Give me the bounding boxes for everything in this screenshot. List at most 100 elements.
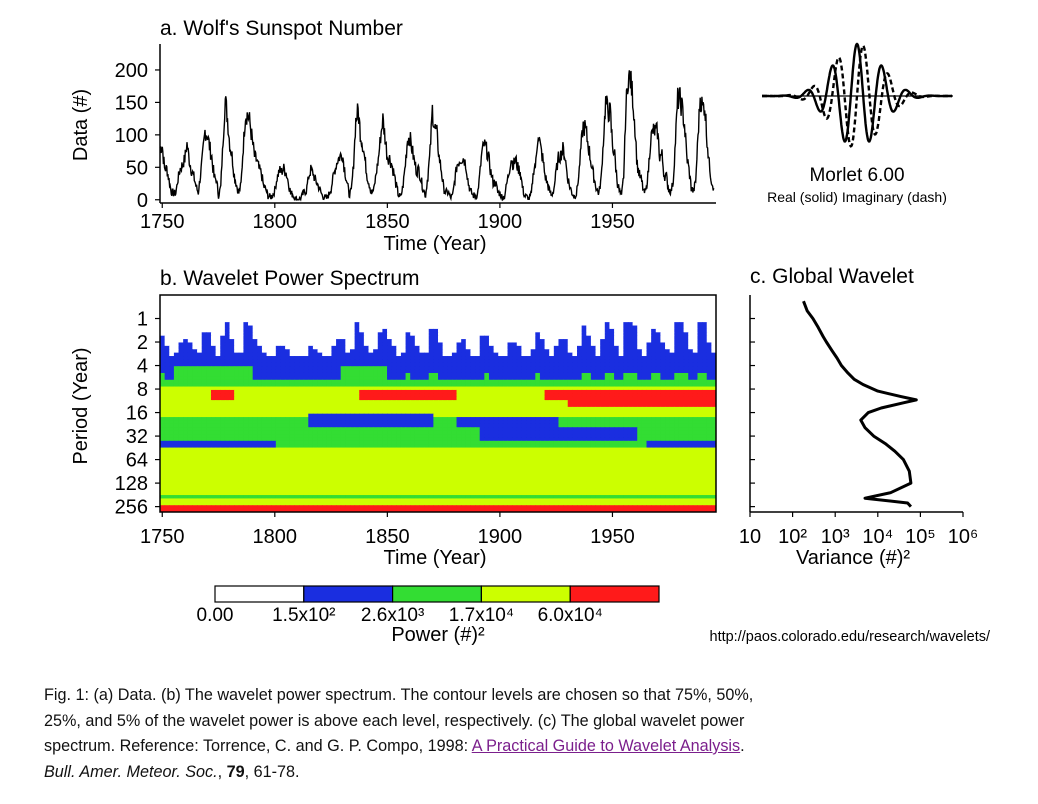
power-cell bbox=[697, 305, 703, 310]
power-cell bbox=[377, 311, 383, 316]
power-cell bbox=[651, 322, 657, 327]
power-cell bbox=[187, 335, 193, 340]
power-cell bbox=[502, 406, 508, 411]
power-cell bbox=[183, 383, 189, 388]
power-cell bbox=[345, 301, 351, 306]
power-cell bbox=[224, 311, 230, 316]
power-cell bbox=[558, 362, 564, 367]
power-cell bbox=[567, 359, 573, 364]
power-cell bbox=[382, 369, 388, 374]
power-cell bbox=[433, 366, 439, 371]
power-cell bbox=[461, 413, 467, 418]
power-cell bbox=[461, 389, 467, 394]
power-cell bbox=[609, 345, 615, 350]
power-cell bbox=[197, 420, 203, 425]
power-cell bbox=[201, 403, 207, 408]
power-cell bbox=[590, 328, 597, 333]
power-cell bbox=[173, 420, 180, 425]
power-cell bbox=[604, 410, 610, 415]
power-cell bbox=[424, 356, 430, 360]
power-cell bbox=[461, 366, 467, 371]
power-cell bbox=[465, 318, 471, 323]
power-cell bbox=[294, 322, 300, 327]
power-cell bbox=[234, 318, 240, 323]
power-cell bbox=[280, 376, 286, 381]
power-cell bbox=[206, 335, 212, 340]
power-cell bbox=[456, 383, 462, 388]
power-cell bbox=[373, 342, 379, 347]
power-cell bbox=[257, 301, 263, 306]
power-cell bbox=[289, 403, 295, 408]
power-cell bbox=[461, 393, 467, 398]
power-cell bbox=[465, 345, 471, 350]
power-cell bbox=[229, 369, 235, 374]
power-cell bbox=[507, 328, 513, 333]
power-cell bbox=[627, 379, 634, 384]
power-cell bbox=[400, 295, 407, 299]
power-cell bbox=[623, 352, 629, 357]
power-cell bbox=[169, 389, 175, 394]
power-cell bbox=[257, 400, 263, 404]
power-cell bbox=[391, 366, 397, 371]
power-cell bbox=[164, 403, 170, 408]
power-cell bbox=[271, 389, 277, 394]
power-cell bbox=[586, 345, 592, 350]
power-cell bbox=[359, 328, 365, 333]
power-cell bbox=[665, 413, 671, 418]
power-cell bbox=[160, 298, 166, 303]
power-cell bbox=[433, 427, 439, 432]
power-cell bbox=[220, 406, 226, 411]
power-cell bbox=[187, 298, 193, 303]
power-cell bbox=[387, 366, 393, 371]
power-cell bbox=[502, 376, 508, 381]
power-cell bbox=[201, 298, 207, 303]
power-cell bbox=[257, 295, 263, 299]
power-cell bbox=[655, 318, 661, 323]
power-cell bbox=[688, 345, 694, 350]
power-cell bbox=[595, 359, 601, 364]
power-cell bbox=[484, 318, 490, 323]
power-cell bbox=[317, 372, 323, 377]
power-cell bbox=[493, 298, 499, 303]
power-cell bbox=[475, 352, 481, 357]
power-cell bbox=[451, 301, 458, 306]
power-cell bbox=[345, 386, 351, 391]
power-cell bbox=[493, 389, 499, 394]
power-cell bbox=[470, 328, 476, 333]
power-cell bbox=[178, 352, 184, 357]
power-cell bbox=[521, 298, 527, 303]
power-cell bbox=[252, 349, 258, 354]
power-cell bbox=[331, 359, 337, 364]
power-cell bbox=[438, 369, 444, 374]
power-cell bbox=[396, 379, 402, 384]
power-cell bbox=[475, 315, 481, 320]
power-cell bbox=[391, 328, 397, 333]
power-cell bbox=[243, 410, 249, 415]
power-cell bbox=[521, 342, 527, 347]
power-cell bbox=[577, 420, 583, 425]
power-cell bbox=[400, 413, 407, 418]
power-cell bbox=[331, 352, 337, 357]
power-cell bbox=[618, 400, 624, 404]
power-cell bbox=[572, 332, 578, 337]
power-cell bbox=[331, 417, 337, 421]
power-cell bbox=[614, 352, 620, 357]
power-cell bbox=[331, 406, 337, 411]
power-cell bbox=[461, 400, 467, 404]
power-cell bbox=[414, 315, 420, 320]
power-cell bbox=[275, 328, 281, 333]
power-cell bbox=[632, 376, 638, 381]
power-cell bbox=[711, 400, 717, 404]
power-cell bbox=[257, 417, 263, 421]
power-cell bbox=[558, 349, 564, 354]
power-cell bbox=[572, 410, 578, 415]
power-cell bbox=[368, 359, 374, 364]
power-cell bbox=[187, 383, 193, 388]
power-cell bbox=[498, 369, 504, 374]
power-cell bbox=[688, 342, 694, 347]
power-cell bbox=[507, 325, 513, 330]
power-cell bbox=[456, 335, 462, 340]
power-cell bbox=[553, 393, 559, 398]
power-cell bbox=[428, 352, 434, 357]
power-cell bbox=[451, 417, 458, 421]
